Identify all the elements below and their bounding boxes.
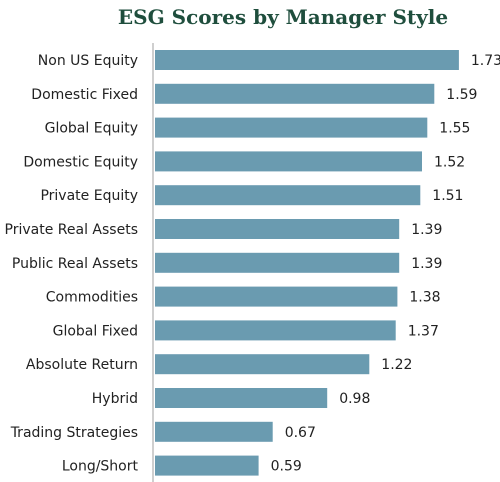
bar-1 (155, 83, 435, 104)
bar-8 (155, 320, 396, 341)
bar-0 (155, 50, 459, 70)
value-labels-group: 1.73 1.59 1.55 1.52 1.51 1.39 1.39 1.38 1.37 1.22… (271, 53, 500, 475)
category-labels-group: Non US Equity Domestic Fixed Global Equity… (5, 53, 139, 475)
bar-2 (155, 117, 428, 138)
value-label-12: 0.59 (271, 459, 302, 475)
category-label-5: Private Real Assets (5, 222, 138, 238)
value-label-4: 1.51 (432, 188, 463, 204)
bar-4 (155, 185, 421, 206)
bar-3 (155, 151, 422, 172)
bars-group (155, 50, 459, 476)
value-label-1: 1.59 (446, 87, 477, 103)
value-label-8: 1.37 (408, 323, 439, 339)
value-label-7: 1.38 (409, 290, 440, 306)
category-label-2: Global Equity (45, 121, 138, 137)
category-label-8: Global Fixed (53, 323, 138, 339)
bar-5 (155, 219, 400, 239)
category-label-11: Trading Strategies (10, 425, 138, 441)
category-label-10: Hybrid (92, 391, 138, 407)
bar-10 (155, 388, 328, 408)
category-label-0: Non US Equity (38, 53, 138, 69)
value-label-11: 0.67 (285, 425, 316, 441)
category-label-7: Commodities (46, 290, 138, 306)
category-label-3: Domestic Equity (23, 154, 138, 170)
value-label-5: 1.39 (411, 222, 442, 238)
chart-title: ESG Scores by Manager Style (118, 5, 448, 29)
value-label-2: 1.55 (439, 121, 470, 137)
value-label-6: 1.39 (411, 256, 442, 272)
bar-7 (155, 286, 398, 307)
category-label-9: Absolute Return (26, 357, 138, 373)
value-label-3: 1.52 (434, 154, 465, 170)
value-label-0: 1.73 (471, 53, 500, 69)
bar-6 (155, 252, 400, 273)
category-label-4: Private Equity (40, 188, 138, 204)
bar-12 (155, 455, 259, 476)
category-label-6: Public Real Assets (12, 256, 138, 272)
value-label-9: 1.22 (381, 357, 412, 373)
value-label-10: 0.98 (339, 391, 370, 407)
bar-11 (155, 421, 273, 442)
category-label-12: Long/Short (62, 459, 139, 475)
category-label-1: Domestic Fixed (31, 87, 138, 103)
bar-9 (155, 354, 370, 375)
